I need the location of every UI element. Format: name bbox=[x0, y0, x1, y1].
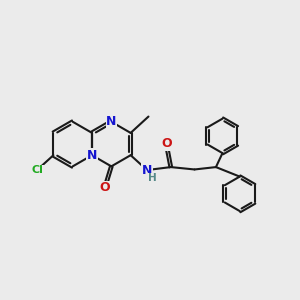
Text: N: N bbox=[106, 115, 116, 128]
Text: Cl: Cl bbox=[31, 165, 43, 175]
Text: N: N bbox=[142, 164, 152, 177]
Text: O: O bbox=[100, 181, 110, 194]
Text: N: N bbox=[87, 149, 97, 162]
Text: O: O bbox=[161, 137, 172, 150]
Text: H: H bbox=[148, 173, 157, 183]
